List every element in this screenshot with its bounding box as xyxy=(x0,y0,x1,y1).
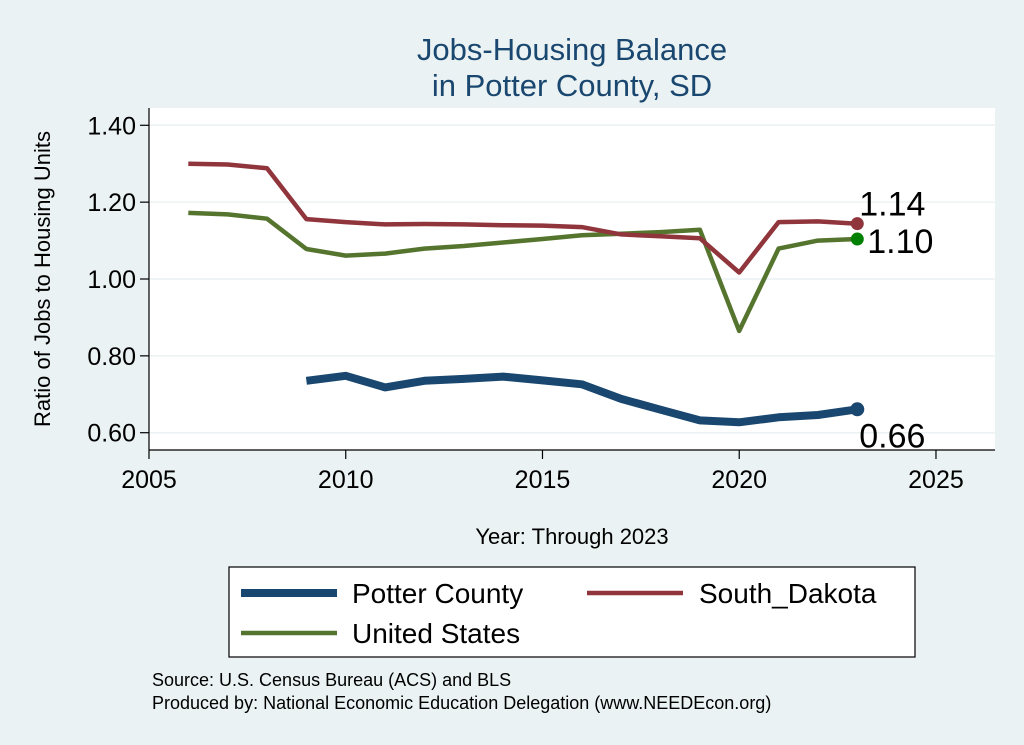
x-tick-label: 2005 xyxy=(121,466,177,494)
y-tick-label: 0.80 xyxy=(87,343,136,371)
x-tick-label: 2020 xyxy=(711,466,767,494)
chart-title-line-2: in Potter County, SD xyxy=(432,68,712,103)
x-tick-label: 2015 xyxy=(515,466,571,494)
y-tick-label: 1.20 xyxy=(87,189,136,217)
y-tick-label: 0.60 xyxy=(87,420,136,448)
chart-title-line-1: Jobs-Housing Balance xyxy=(417,32,727,67)
y-tick-label: 1.00 xyxy=(87,266,136,294)
x-tick-label: 2025 xyxy=(908,466,964,494)
series-line-potter-county xyxy=(305,371,858,427)
x-axis-title: Year: Through 2023 xyxy=(475,524,668,549)
series-line-south-dakota xyxy=(188,161,858,275)
legend-box xyxy=(228,566,916,658)
produced-by-note: Produced by: National Economic Education… xyxy=(152,693,771,713)
x-tick-label: 2010 xyxy=(318,466,374,494)
end-value-label-united-states: 1.10 xyxy=(867,223,933,261)
series-layer xyxy=(188,161,865,427)
legend-label-south-dakota: South_Dakota xyxy=(699,578,877,609)
source-note: Source: U.S. Census Bureau (ACS) and BLS xyxy=(152,670,511,690)
legend: Potter County South_Dakota United States xyxy=(241,578,877,649)
y-tick-label: 1.40 xyxy=(87,112,136,140)
y-axis-title: Ratio of Jobs to Housing Units xyxy=(30,131,55,427)
axes xyxy=(140,108,995,459)
series-end-point-potter-county xyxy=(850,402,865,417)
series-line-united-states xyxy=(188,210,858,334)
series-end-point-south-dakota xyxy=(850,217,864,231)
end-value-label-south-dakota: 1.14 xyxy=(859,186,925,224)
end-labels: 0.66 1.101.14 xyxy=(859,186,933,456)
legend-label-united-states: United States xyxy=(352,618,520,649)
series-end-point-united-states xyxy=(850,232,864,246)
end-value-label-potter-county: 0.66 xyxy=(859,417,925,455)
tick-labels: 0.60 0.80 1.00 1.20 1.40 2005 2010 2015 2020 2025 xyxy=(87,112,963,494)
gridlines xyxy=(149,124,995,434)
legend-label-potter-county: Potter County xyxy=(352,578,523,609)
